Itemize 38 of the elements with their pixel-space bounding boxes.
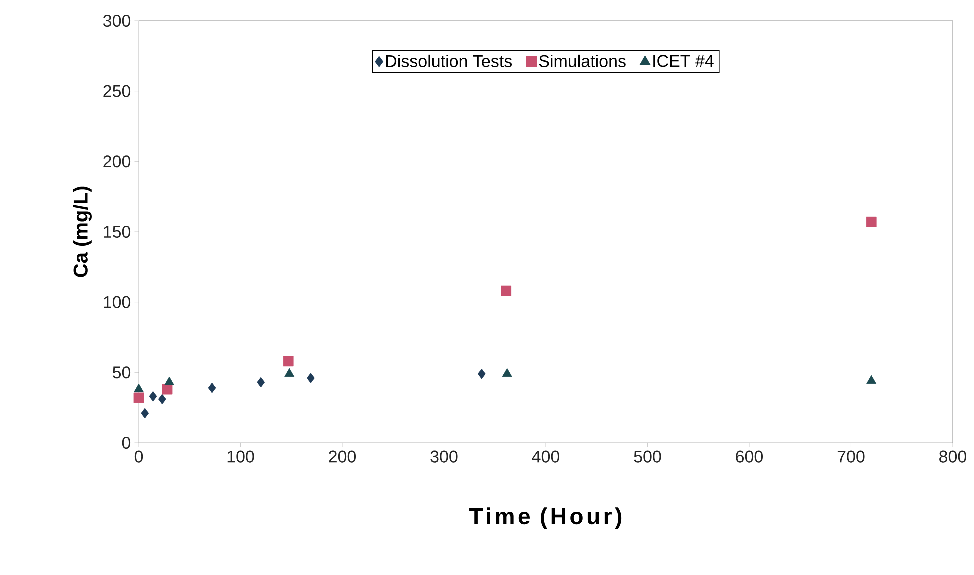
point [502,368,512,378]
legend-label: ICET #4 [654,55,714,68]
point [284,368,295,378]
y-tick-label: 250 [104,85,131,98]
point [164,376,174,386]
point [307,373,315,384]
point [158,394,166,405]
point [162,384,173,395]
point [134,392,144,404]
y-tick-label: 200 [104,156,131,168]
x-tick-label: 600 [736,450,764,463]
legend-label: Simulations [539,54,626,68]
point [866,216,877,228]
y-tick-label: 0 [122,436,131,450]
x-axis-title: Time (Hour) [470,508,622,530]
y-tick-label: 300 [103,14,131,28]
y-tick-label: 50 [112,366,131,379]
legend-label: Dissolution Tests [386,54,512,68]
x-tick-label: 400 [532,450,560,463]
point [149,391,158,402]
y-tick-label: 150 [104,226,131,238]
point [866,375,877,384]
point [141,408,150,419]
x-tick-label: 100 [228,450,254,463]
point [501,286,512,296]
x-tick-label: 200 [329,450,356,463]
point [208,382,216,394]
x-tick-label: 700 [838,450,865,463]
x-tick-label: 0 [134,450,144,463]
point [283,356,294,367]
x-tick-label: 500 [634,450,662,463]
x-tick-label: 300 [430,450,458,463]
point [257,377,266,388]
point [478,368,486,380]
y-tick-label: 100 [104,296,131,308]
x-tick-label: 800 [940,450,967,463]
point [134,384,144,392]
y-axis-title: Ca (mg/L) [73,186,92,278]
